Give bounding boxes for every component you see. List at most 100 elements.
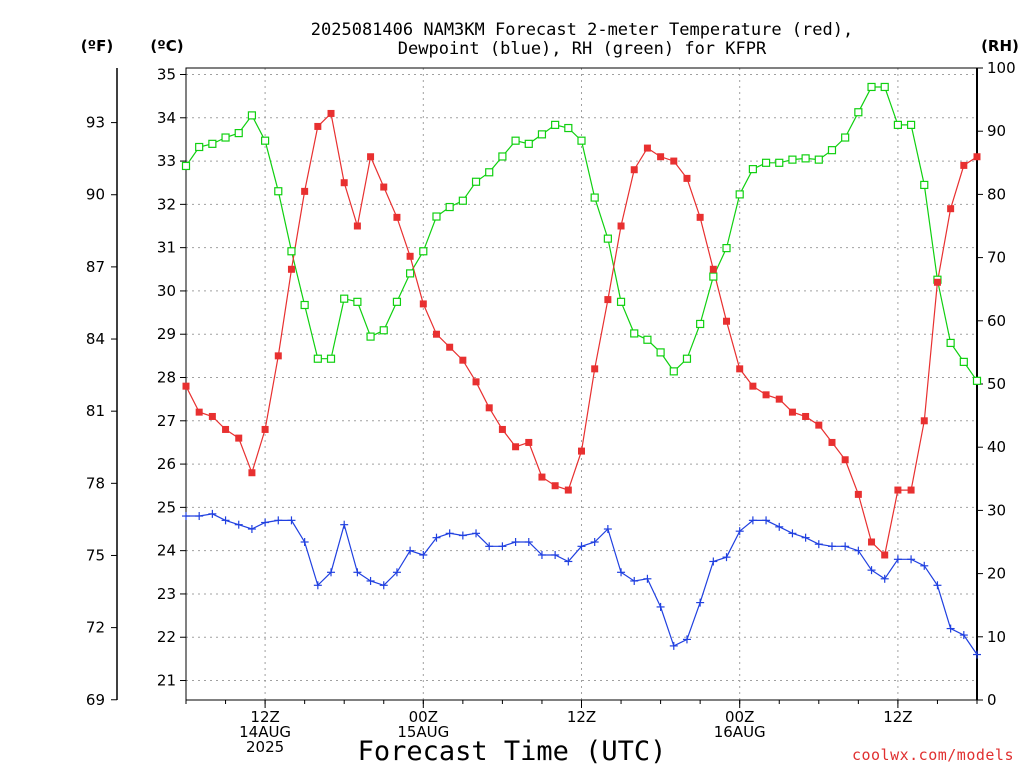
temperature-point bbox=[485, 404, 493, 412]
rh-point bbox=[458, 196, 467, 205]
rh-point bbox=[274, 187, 283, 196]
credit-text: coolwx.com/models bbox=[852, 746, 1014, 764]
dewpoint-point bbox=[590, 538, 599, 546]
dewpoint-point bbox=[564, 557, 573, 566]
dewpoint-point bbox=[208, 509, 217, 518]
temperature-point bbox=[538, 473, 546, 481]
rh-series-line bbox=[185, 86, 978, 382]
rh-point bbox=[471, 177, 481, 186]
rh-point bbox=[511, 136, 520, 145]
temperature-point bbox=[578, 447, 585, 455]
temperature-point bbox=[182, 382, 190, 390]
temperature-point bbox=[643, 144, 651, 152]
dewpoint-point bbox=[907, 555, 916, 564]
rh-point bbox=[643, 335, 652, 344]
x-tick-label: 14AUG bbox=[239, 723, 291, 741]
dewpoint-point bbox=[893, 555, 902, 564]
dewpoint-point bbox=[537, 550, 546, 559]
rh-point bbox=[406, 269, 415, 278]
dewpoint-point bbox=[814, 540, 823, 549]
celsius-tick-label: 25 bbox=[157, 498, 176, 516]
temperature-point bbox=[353, 222, 361, 230]
temperature-point bbox=[749, 382, 757, 390]
rh-point bbox=[972, 376, 982, 385]
temperature-point bbox=[683, 174, 691, 182]
dewpoint-point bbox=[392, 568, 401, 577]
fahrenheit-tick-label: 90 bbox=[86, 186, 105, 204]
axes bbox=[111, 67, 983, 708]
dewpoint-point bbox=[472, 529, 481, 538]
celsius-tick-label: 32 bbox=[157, 195, 176, 213]
fahrenheit-tick-label: 87 bbox=[86, 258, 105, 276]
celsius-unit-label: (ºC) bbox=[150, 37, 183, 55]
dewpoint-point bbox=[801, 533, 810, 542]
celsius-tick-label: 30 bbox=[157, 282, 176, 300]
temperature-point bbox=[235, 434, 243, 442]
rh-point bbox=[181, 161, 191, 171]
temperature-point bbox=[314, 122, 322, 130]
temperature-point bbox=[340, 179, 348, 187]
fahrenheit-tick-label: 78 bbox=[86, 474, 105, 492]
dewpoint-point bbox=[841, 542, 850, 551]
temperature-point bbox=[419, 300, 427, 308]
temperature-point bbox=[920, 417, 928, 425]
rh-point bbox=[313, 354, 322, 363]
rh-point bbox=[906, 120, 916, 129]
rh-point bbox=[656, 348, 665, 357]
temperature-point bbox=[894, 486, 902, 494]
celsius-tick-label: 27 bbox=[157, 412, 176, 430]
temperature-point bbox=[828, 438, 836, 446]
temperature-point bbox=[301, 187, 309, 195]
dewpoint-point bbox=[854, 546, 863, 555]
temperature-point bbox=[459, 356, 467, 364]
rh-point bbox=[920, 180, 929, 190]
dewpoint-point bbox=[788, 529, 797, 538]
rh-point bbox=[564, 123, 573, 133]
x-tick-label: 12Z bbox=[250, 708, 279, 726]
dewpoint-point bbox=[735, 527, 744, 536]
rh-point bbox=[630, 329, 639, 338]
temperature-point bbox=[393, 213, 401, 221]
rh-point bbox=[841, 133, 850, 142]
series-lines bbox=[181, 82, 982, 659]
dewpoint-point bbox=[669, 641, 678, 650]
dewpoint-point bbox=[511, 538, 520, 546]
dewpoint-point bbox=[577, 542, 586, 551]
dewpoint-point bbox=[551, 550, 560, 559]
dewpoint-point bbox=[775, 522, 784, 531]
rh-tick-label: 60 bbox=[987, 312, 1006, 330]
axis-labels: 21 22 23 24 25 26 27 28 29 30 31 32 33 34 35 69 72 75 78 81… bbox=[86, 59, 1016, 756]
dewpoint-point bbox=[524, 538, 533, 546]
rh-point bbox=[788, 155, 797, 164]
celsius-tick-label: 35 bbox=[157, 65, 176, 83]
temperature-point bbox=[380, 183, 388, 191]
dewpoint-point bbox=[406, 546, 415, 555]
dewpoint-point bbox=[379, 581, 388, 590]
rh-point bbox=[722, 244, 731, 253]
temperature-point bbox=[973, 153, 981, 161]
dewpoint-point bbox=[748, 516, 757, 525]
fahrenheit-unit-label: (ºF) bbox=[81, 37, 113, 55]
temperature-point bbox=[881, 551, 889, 559]
dewpoint-point bbox=[722, 553, 731, 562]
celsius-tick-label: 24 bbox=[157, 542, 176, 560]
rh-point bbox=[366, 332, 375, 341]
dewpoint-point bbox=[419, 550, 428, 559]
temperature-point bbox=[208, 412, 216, 420]
dewpoint-point bbox=[300, 538, 309, 546]
rh-point bbox=[946, 338, 955, 348]
temperature-point bbox=[775, 395, 783, 403]
rh-point bbox=[775, 158, 784, 167]
temperature-point bbox=[933, 278, 941, 286]
dewpoint-point bbox=[617, 568, 626, 577]
x-axis-title: Forecast Time (UTC) bbox=[358, 736, 667, 767]
rh-point bbox=[893, 120, 903, 129]
temperature-point bbox=[261, 425, 269, 433]
fahrenheit-tick-label: 75 bbox=[86, 546, 105, 564]
temperature-point bbox=[525, 438, 533, 446]
fahrenheit-tick-label: 81 bbox=[86, 402, 105, 420]
x-tick-label: 12Z bbox=[883, 708, 912, 726]
dewpoint-point bbox=[353, 568, 362, 577]
temperature-point bbox=[815, 421, 823, 429]
dewpoint-point bbox=[195, 512, 204, 521]
